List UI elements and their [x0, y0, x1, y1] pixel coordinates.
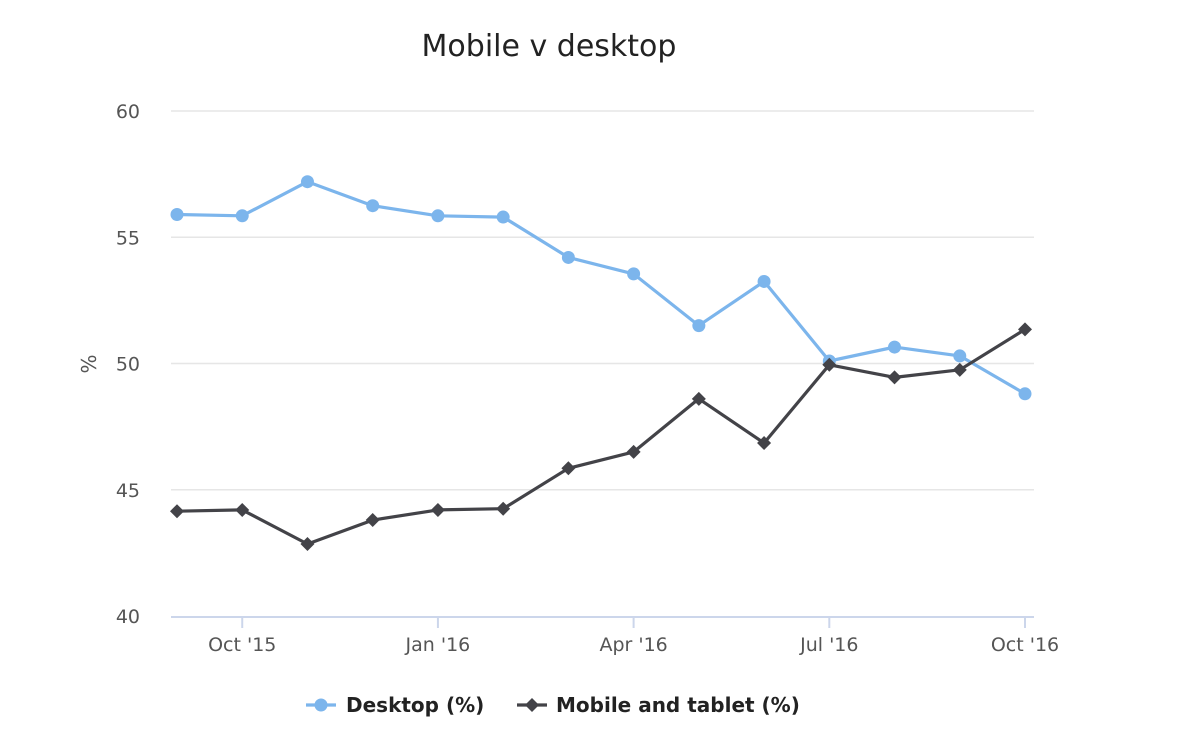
data-point	[952, 362, 967, 377]
data-point	[235, 209, 249, 223]
legend: Desktop (%) Mobile and tablet (%)	[306, 693, 800, 717]
data-point	[627, 267, 641, 281]
y-tick-label: 45	[116, 480, 140, 502]
legend-item-desktop[interactable]: Desktop (%)	[306, 693, 484, 717]
data-point	[365, 513, 380, 528]
y-axis-ticks: 60 55 50 45 40	[116, 101, 140, 628]
data-point	[561, 250, 575, 264]
data-point	[430, 502, 445, 517]
data-point	[692, 319, 706, 333]
legend-label: Mobile and tablet (%)	[556, 693, 800, 717]
x-tick-label: Oct '15	[208, 634, 276, 656]
data-point	[757, 274, 771, 288]
data-point	[496, 501, 511, 516]
x-axis: Oct '15 Jan '16 Apr '16 Jul '16 Oct '16	[171, 616, 1059, 656]
data-point	[300, 537, 315, 552]
x-tick-label: Jul '16	[799, 634, 858, 656]
y-tick-label: 50	[116, 354, 140, 376]
y-tick-label: 60	[116, 101, 140, 123]
series-layer	[170, 175, 1032, 552]
y-axis-label: %	[77, 354, 101, 373]
data-point	[561, 461, 576, 476]
data-point	[757, 436, 772, 451]
grid-lines	[171, 110, 1034, 491]
y-tick-label: 40	[116, 606, 140, 628]
data-point	[431, 209, 445, 223]
legend-marker-icon	[525, 698, 539, 712]
data-point	[822, 357, 837, 372]
data-point	[626, 444, 641, 459]
data-point	[1018, 322, 1032, 337]
data-point	[887, 370, 902, 385]
chart-title: Mobile v desktop	[422, 29, 677, 64]
data-point	[953, 349, 967, 363]
series-line	[176, 328, 1026, 546]
data-point	[1018, 387, 1032, 401]
data-point	[235, 502, 250, 517]
x-tick-label: Jan '16	[405, 634, 471, 656]
legend-marker-icon	[314, 698, 328, 712]
data-point	[366, 199, 380, 213]
data-point	[691, 391, 706, 406]
data-point	[170, 504, 184, 519]
series-mobile-tablet	[170, 322, 1032, 552]
y-tick-label: 55	[116, 227, 140, 249]
data-point	[496, 210, 510, 224]
data-point	[888, 340, 902, 354]
series-desktop	[170, 175, 1032, 401]
data-point	[170, 208, 184, 222]
x-tick-label: Apr '16	[599, 634, 667, 656]
series-line	[176, 180, 1026, 396]
legend-label: Desktop (%)	[346, 693, 484, 717]
data-point	[300, 175, 314, 189]
legend-item-mobile-tablet[interactable]: Mobile and tablet (%)	[517, 693, 800, 717]
x-tick-label: Oct '16	[991, 634, 1059, 656]
